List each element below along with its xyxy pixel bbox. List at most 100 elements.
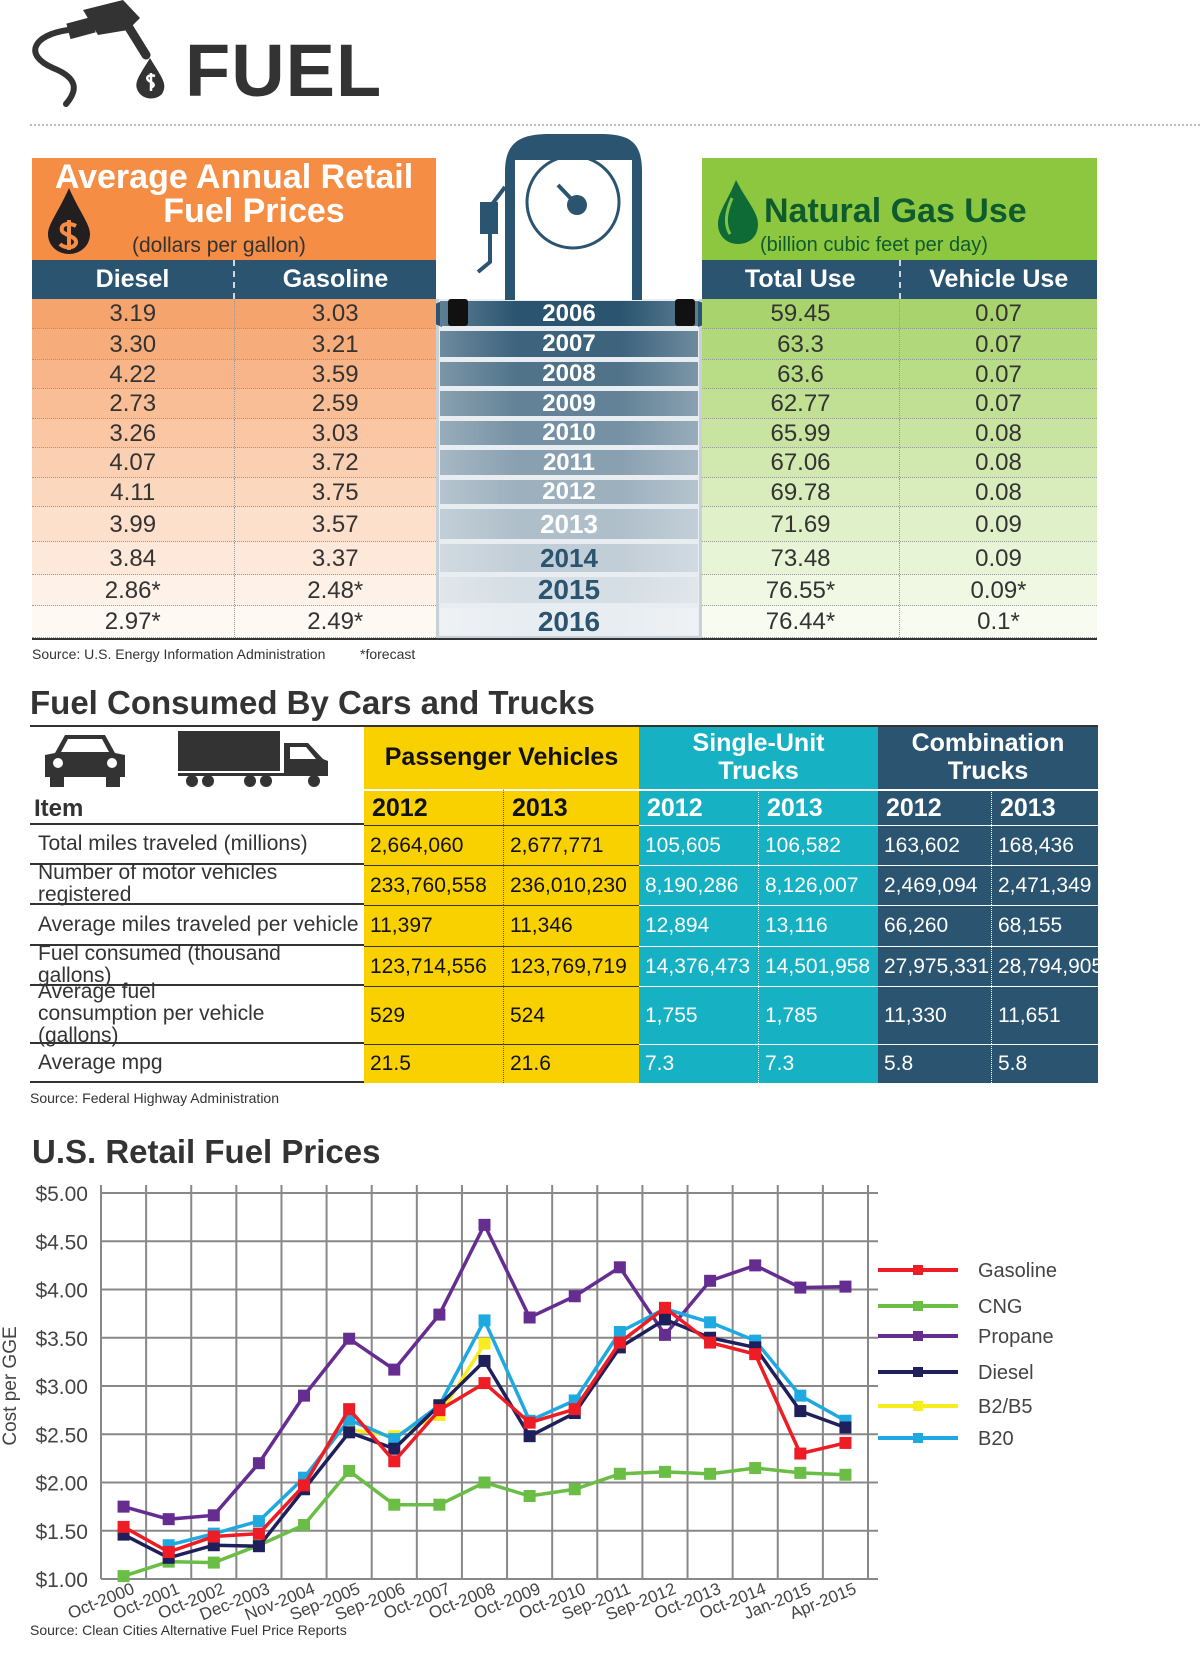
gasoline-price: 3.59 — [233, 360, 437, 388]
data-point — [568, 1483, 581, 1496]
total-use: 76.55* — [765, 577, 836, 604]
item-header: Item — [34, 795, 84, 822]
row-value: 2,664,060 — [364, 825, 503, 865]
total-use: 62.77 — [770, 390, 831, 417]
y-tick-label: $3.00 — [35, 1376, 88, 1399]
vehicle-use: 0.07 — [899, 389, 1097, 418]
row-value: 21.5 — [364, 1044, 503, 1083]
natgas-row: 73.48 0.09 — [702, 542, 1097, 575]
prices-row: 3.30 3.21 — [32, 329, 436, 360]
data-point — [794, 1466, 807, 1479]
line-chart: $1.00 $1.50 $2.00 $2.50 $3.00 $3.50 $4.00 $4.50… — [0, 1183, 1057, 1624]
data-point — [388, 1498, 401, 1511]
data-point — [252, 1515, 265, 1528]
chart-title: U.S. Retail Fuel Prices — [32, 1133, 381, 1170]
data-point — [568, 1290, 581, 1303]
data-point — [252, 1540, 265, 1553]
year-marker-tab — [675, 299, 695, 326]
legend-marker — [913, 1265, 923, 1275]
leaf-drop-icon — [718, 180, 758, 244]
data-point — [749, 1348, 762, 1361]
consumed-title: Fuel Consumed By Cars and Trucks — [30, 684, 595, 721]
year-header: 2013 — [503, 789, 639, 825]
data-point — [343, 1403, 356, 1416]
prices-row: 4.11 3.75 — [32, 478, 436, 507]
row-value: 11,330 — [878, 986, 991, 1044]
diesel-price: 4.22 — [109, 361, 157, 388]
data-point — [117, 1500, 130, 1513]
row-value: 8,190,286 — [639, 865, 758, 905]
gasoline-price: 2.49* — [233, 606, 437, 637]
rule — [30, 725, 1098, 727]
data-point — [749, 1462, 762, 1475]
natgas-row: 76.44* 0.1* — [702, 606, 1097, 638]
page-title: FUEL — [185, 29, 383, 112]
total-use: 71.69 — [770, 511, 831, 538]
y-tick-label: $5.00 — [35, 1183, 88, 1206]
legend-marker — [913, 1433, 923, 1443]
gasoline-price: 2.48* — [233, 575, 437, 605]
data-point — [658, 1465, 671, 1478]
col-total-use: Total Use — [744, 265, 856, 293]
row-value: 105,605 — [639, 825, 758, 865]
data-point — [343, 1332, 356, 1345]
data-point — [794, 1447, 807, 1460]
group-header: Single-Unit Trucks — [692, 729, 825, 785]
consumed-source: Source: Federal Highway Administration — [30, 1090, 280, 1106]
data-point — [478, 1337, 491, 1350]
prices-row: 3.99 3.57 — [32, 507, 436, 542]
vehicle-use: 0.08 — [899, 448, 1097, 477]
data-point — [523, 1311, 536, 1324]
data-point — [794, 1405, 807, 1418]
row-value: 236,010,230 — [503, 865, 639, 905]
diesel-price: 3.84 — [109, 545, 157, 572]
data-point — [252, 1457, 265, 1470]
series-line-propane — [123, 1220, 846, 1521]
data-point — [478, 1476, 491, 1489]
diesel-price: 3.30 — [109, 331, 157, 358]
data-point — [478, 1314, 491, 1327]
row-value: 2,469,094 — [878, 865, 991, 905]
natgas-row: 65.99 0.08 — [702, 419, 1097, 448]
truck-icon — [178, 731, 328, 787]
diesel-price: 2.86* — [104, 577, 161, 604]
row-value: 1,755 — [639, 986, 758, 1044]
year-header: 2012 — [364, 789, 503, 825]
data-point — [568, 1403, 581, 1416]
data-point — [388, 1442, 401, 1455]
group-column-0 — [364, 725, 639, 1083]
total-use: 73.48 — [770, 545, 831, 572]
data-point — [388, 1433, 401, 1446]
y-axis-label: Cost per GGE — [0, 1326, 21, 1445]
row-value: 14,376,473 — [639, 946, 758, 986]
legend-label: Diesel — [978, 1362, 1034, 1384]
data-point — [343, 1426, 356, 1439]
year-label: 2006 — [440, 301, 698, 326]
year-header: 2012 — [878, 789, 991, 825]
legend-label: CNG — [978, 1296, 1022, 1318]
data-point — [704, 1316, 717, 1329]
gasoline-price: 3.75 — [233, 478, 437, 506]
year-header: 2012 — [639, 789, 758, 825]
year-label: 2013 — [440, 509, 698, 539]
row-value: 2,471,349 — [991, 865, 1098, 905]
fuel-nozzle-icon — [32, 0, 165, 107]
row-value: 8,126,007 — [758, 865, 878, 905]
row-item-label: Fuel consumed (thousand gallons) — [30, 943, 364, 987]
prices-row: 2.97* 2.49* — [32, 606, 436, 638]
group-column-2 — [878, 725, 1098, 1083]
data-point — [704, 1467, 717, 1480]
data-point — [523, 1416, 536, 1429]
row-value: 7.3 — [758, 1044, 878, 1083]
total-use: 65.99 — [770, 420, 831, 447]
vehicle-use: 0.08 — [899, 419, 1097, 447]
row-value: 1,785 — [758, 986, 878, 1044]
natgas-row: 76.55* 0.09* — [702, 575, 1097, 606]
row-value: 163,602 — [878, 825, 991, 865]
series-line-b20 — [168, 1306, 847, 1547]
data-point — [162, 1545, 175, 1558]
divider — [30, 124, 1200, 126]
diesel-price: 4.07 — [109, 449, 157, 476]
data-point — [613, 1467, 626, 1480]
row-value: 123,769,719 — [503, 946, 639, 986]
